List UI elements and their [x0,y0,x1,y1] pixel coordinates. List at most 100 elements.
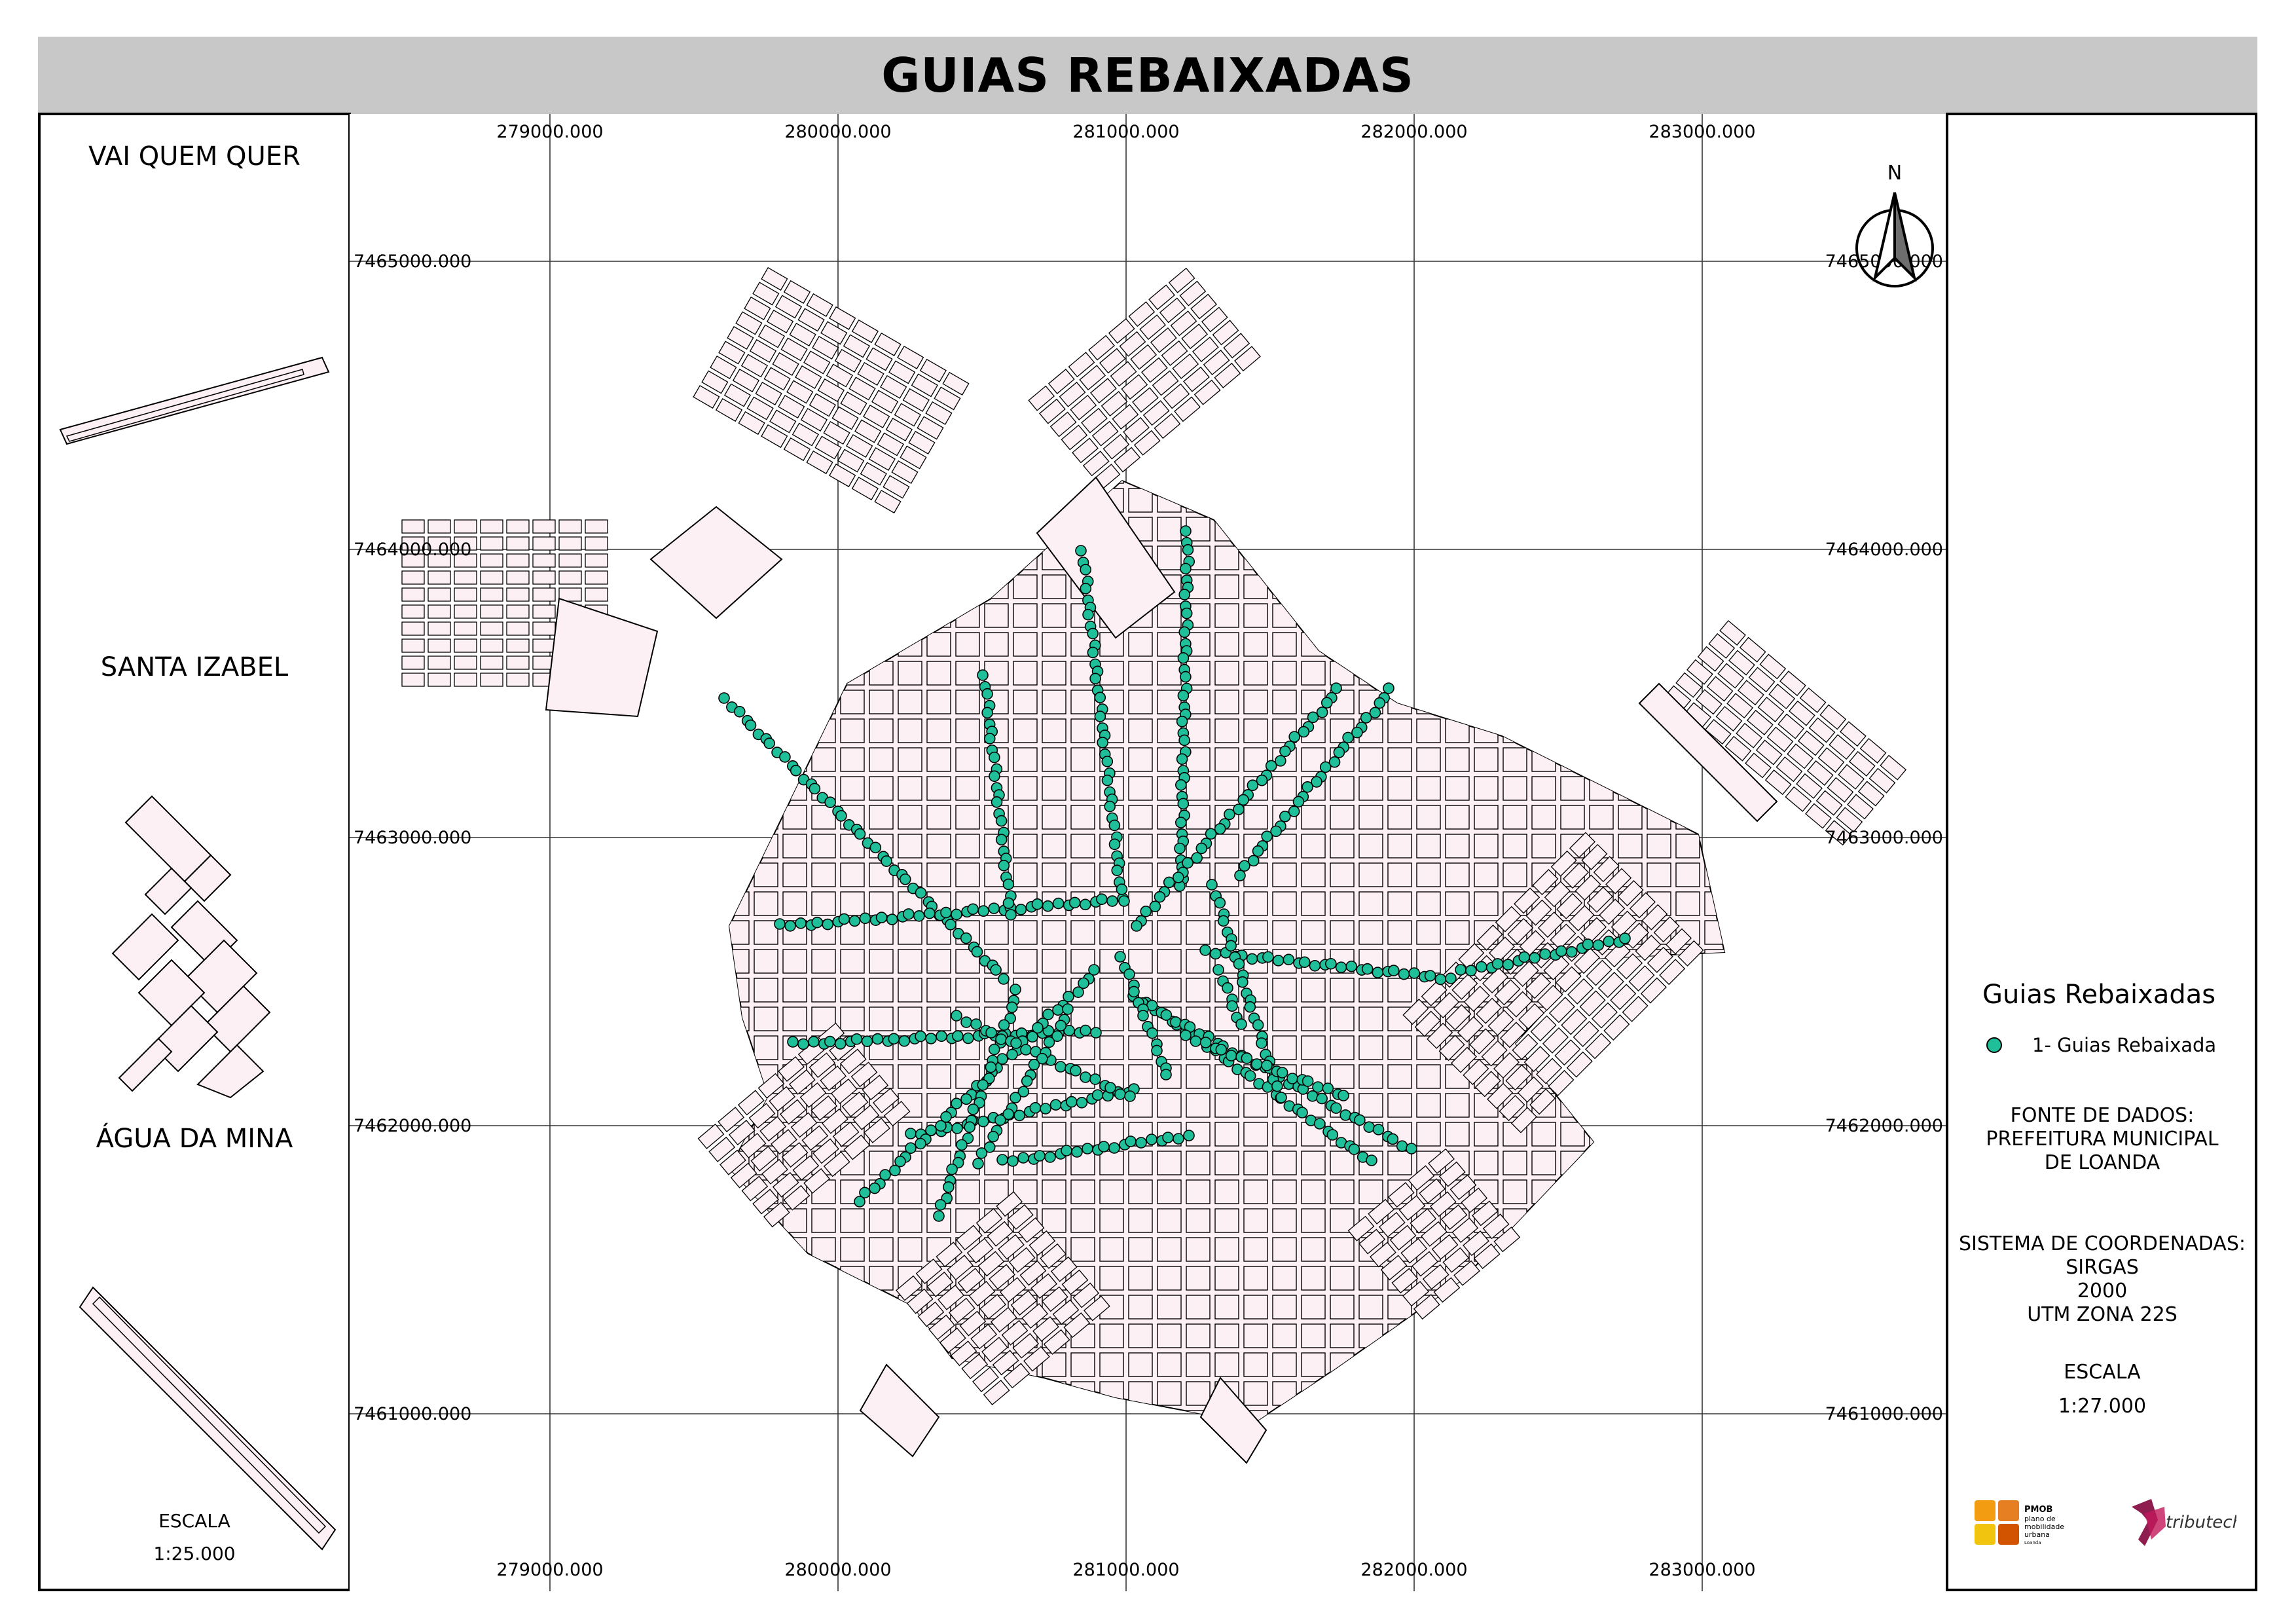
city-block [1013,632,1038,657]
guia-rebaixada-point [1160,1009,1173,1021]
block [401,587,425,602]
block [823,1151,850,1177]
guia-rebaixada-point [1224,808,1235,821]
block [864,1117,890,1143]
block [1429,1191,1457,1217]
guia-rebaixada-point [879,1169,891,1181]
guia-rebaixada-point [1226,1000,1238,1012]
city-block [1070,862,1095,887]
block [1530,1015,1557,1042]
guia-rebaixada-point [881,855,892,867]
city-block [1560,776,1585,801]
block [1017,1217,1045,1243]
city-block [1272,1122,1297,1147]
block [1555,966,1582,993]
city-block [926,1006,951,1031]
city-block [811,747,836,772]
block [1840,721,1867,747]
city-block [1416,1122,1441,1147]
guia-rebaixada-point [824,796,836,808]
city-block [1128,1352,1153,1377]
block [723,383,752,407]
block [532,519,556,534]
block [1593,856,1620,883]
block [428,673,451,687]
guia-rebaixada-point [1383,682,1394,694]
block [1190,293,1217,320]
city-block [1445,747,1470,772]
block [992,1350,1019,1376]
source-line: PREFEITURA MUNICIPAL [1986,1128,2219,1151]
city-block [1272,1179,1297,1204]
block [1610,984,1637,1010]
city-block [1618,834,1643,858]
block [938,1284,964,1310]
block [693,384,720,409]
guia-rebaixada-point [1307,711,1319,724]
city-block [1330,862,1355,887]
guia-rebaixada-point [924,907,936,919]
block [428,655,451,670]
city-block [1186,1093,1211,1118]
block [834,348,862,373]
city-block [955,862,980,887]
city-block [1157,632,1182,657]
guia-rebaixada-point [902,908,915,920]
map-canvas: 279000.000 279000.000 280000.000 280000.000… [350,114,1947,1591]
guia-rebaixada-point [1097,737,1108,748]
city-block [1042,776,1066,801]
block [1797,730,1825,756]
block [1168,267,1195,293]
block [532,570,556,585]
block [1603,1014,1630,1041]
city-block [869,805,894,830]
guia-rebaixada-point [1465,965,1477,977]
x-tick-label-top: 280000.000 [784,122,891,142]
city-block [1128,1295,1153,1320]
city-block [1128,747,1153,772]
guia-rebaixada-point [915,887,927,899]
city-block [1272,776,1297,801]
guia-rebaixada-point [960,932,972,944]
block [757,1073,785,1099]
guia-rebaixada-point [1149,900,1161,913]
block [585,587,608,602]
block [928,1314,955,1340]
city-block [1675,834,1700,858]
city-block [1560,805,1585,830]
block [428,553,451,568]
city-block [840,718,865,743]
block [1585,1033,1612,1060]
city-block [1042,574,1066,599]
city-block [1301,1323,1326,1348]
block [1548,1069,1575,1096]
map-frame: 279000.000 279000.000 280000.000 280000.000… [350,114,1947,1591]
crs-line: SISTEMA DE COORDENADAS: [1958,1232,2246,1255]
block [1759,654,1787,680]
guia-rebaixada-point [1101,774,1114,786]
city-block [898,718,922,743]
city-block [840,776,865,801]
guia-rebaixada-point [1235,1018,1247,1030]
block [1463,1058,1489,1085]
guia-rebaixada-point [1283,953,1295,966]
block [981,1337,1008,1363]
block [1548,997,1575,1024]
city-block [1013,834,1038,858]
y-tick-label-right: 7463000.000 [1825,828,1943,848]
block [911,373,938,397]
block [1427,1022,1453,1049]
city-block [1272,690,1297,714]
city-block [869,776,894,801]
block [1003,1363,1030,1389]
block [1082,451,1110,477]
city-block [1013,574,1038,599]
guia-rebaixada-point [1217,915,1230,927]
guia-rebaixada-point [1055,1061,1066,1073]
large-parcel [1638,682,1778,822]
block [1070,394,1097,420]
large-parcel [1199,1376,1267,1464]
block [1108,318,1135,344]
block [748,1103,776,1129]
block [1174,396,1201,422]
